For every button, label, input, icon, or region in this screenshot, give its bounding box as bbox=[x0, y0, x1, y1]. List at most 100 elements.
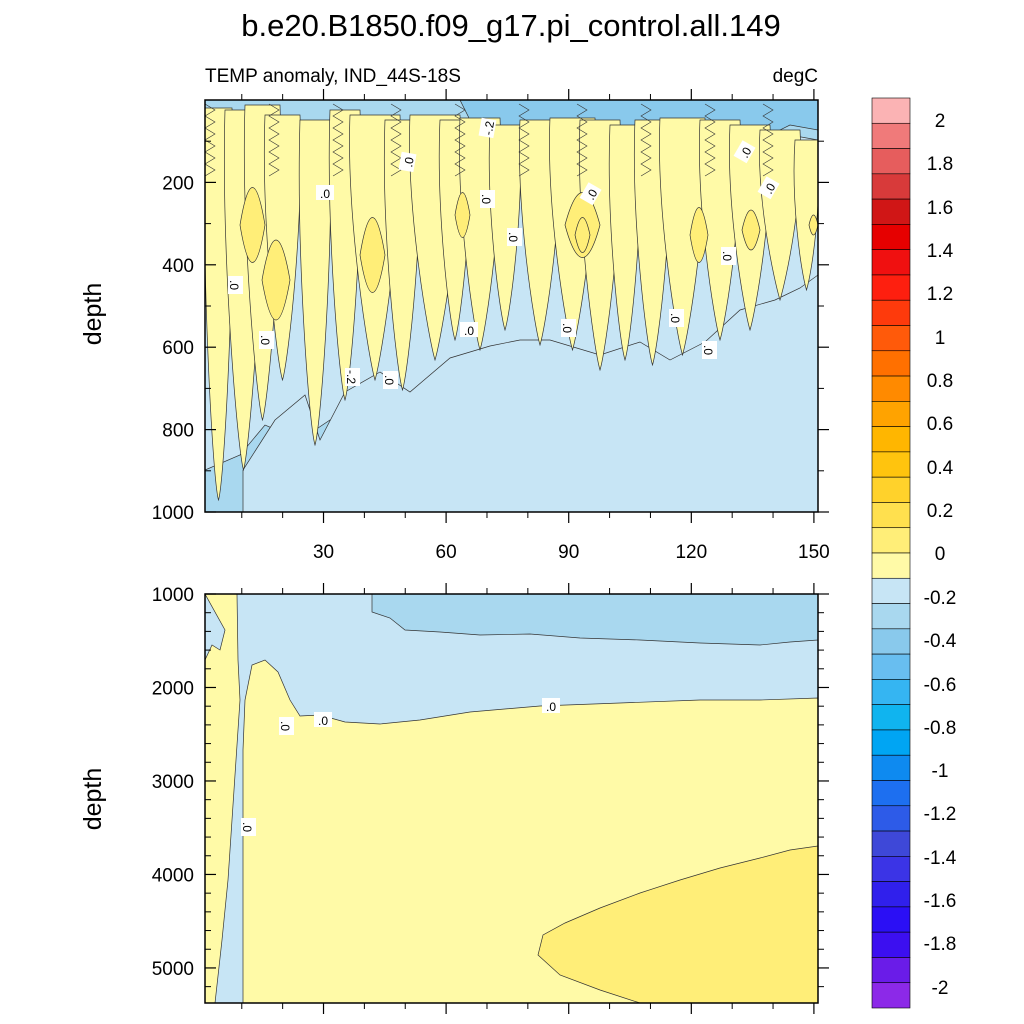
colorbar-swatch bbox=[871, 856, 911, 882]
y-tick-label: 200 bbox=[162, 173, 194, 194]
colorbar-label: 0 bbox=[935, 544, 946, 565]
colorbar-swatch bbox=[871, 249, 911, 276]
contour-label-bg bbox=[480, 190, 495, 208]
contour-label-bg bbox=[316, 185, 334, 200]
colorbar-label: -2 bbox=[932, 978, 949, 999]
contour-label-bg bbox=[383, 371, 398, 389]
y-tick-label: 600 bbox=[162, 338, 194, 359]
contour-line bbox=[268, 103, 280, 177]
contour-label-text: .0 bbox=[227, 280, 241, 290]
contour-label: .0 bbox=[506, 228, 522, 246]
colorbar-swatch bbox=[871, 577, 911, 604]
contour-label-bg bbox=[721, 247, 736, 265]
lower-x-axis bbox=[241, 583, 815, 1014]
lower-frame bbox=[204, 593, 819, 1004]
colorbar: 2 1.8 1.6 1.4 1.2 1 0.8 0.6 0.4 0.2 0 -0.2 -0.4 -0.6 -… bbox=[871, 97, 957, 1009]
colorbar-swatch bbox=[871, 148, 911, 175]
y-tick-label: 5000 bbox=[152, 959, 194, 980]
colorbar-label: -1.4 bbox=[924, 848, 957, 869]
contour-label: .0 bbox=[258, 331, 274, 349]
contour-label: .0 bbox=[668, 309, 684, 327]
upper-x-axis: 30 60 90 120 150 bbox=[241, 89, 830, 563]
upper-panel: -.2.0.0.0.0-.2.0.0.0.0.0.0.0.0.0.0.0.0 2… bbox=[79, 89, 830, 563]
y-tick-label: 4000 bbox=[152, 865, 194, 886]
contour-label-text: -.2 bbox=[481, 120, 497, 137]
contour-label-bg bbox=[345, 368, 360, 386]
colorbar-label: 0.8 bbox=[927, 371, 953, 392]
y-tick-label: 800 bbox=[162, 421, 194, 442]
lower-panel: .0 .0 .0 .0 1000 2000 3000 4000 5000 depth bbox=[79, 583, 829, 1014]
x-tick-label: 60 bbox=[436, 542, 457, 563]
contour-label: .0 bbox=[240, 818, 256, 836]
contour-label-bg bbox=[241, 818, 256, 836]
contour-label-text: -.2 bbox=[344, 370, 358, 384]
lower-y-label: depth bbox=[79, 768, 107, 831]
lower-left-pos-sliver bbox=[205, 594, 241, 1003]
colorbar-swatch bbox=[871, 325, 911, 352]
colorbar-swatch bbox=[871, 754, 911, 781]
colorbar-swatch bbox=[871, 653, 911, 680]
upper-contour-labels: -.2.0.0.0.0-.2.0.0.0.0.0.0.0.0.0.0.0.0 bbox=[227, 117, 780, 389]
contour-label-text: .0 bbox=[240, 822, 254, 832]
contour-line bbox=[390, 103, 402, 177]
colorbar-swatch bbox=[871, 173, 911, 200]
colorbar-labels: 2 1.8 1.6 1.4 1.2 1 0.8 0.6 0.4 0.2 0 -0.2 -0.4 -0.6 -… bbox=[924, 111, 957, 999]
colorbar-label: 1.6 bbox=[927, 198, 953, 219]
colorbar-label: -0.6 bbox=[924, 675, 957, 696]
colorbar-label: -1.2 bbox=[924, 804, 957, 825]
warm-core bbox=[574, 217, 591, 253]
contour-line bbox=[332, 103, 344, 177]
contour-label: .0 bbox=[542, 698, 560, 714]
contour-label: .0 bbox=[316, 185, 334, 201]
colorbar-label: 1.4 bbox=[927, 241, 954, 262]
contour-line bbox=[704, 103, 716, 177]
contour-label-bg bbox=[460, 322, 478, 337]
lower-y-axis: 1000 2000 3000 4000 5000 bbox=[152, 585, 829, 988]
colorbar-swatch bbox=[871, 931, 911, 958]
colorbar-swatch bbox=[871, 476, 911, 503]
contour-label-text: .0 bbox=[320, 187, 330, 201]
contour-label-bg bbox=[669, 309, 684, 327]
x-tick-label: 30 bbox=[313, 542, 334, 563]
contour-label: .0 bbox=[479, 190, 495, 208]
warm-tongue bbox=[298, 119, 332, 447]
contour-label: .0 bbox=[460, 322, 478, 338]
contour-label-bg bbox=[561, 319, 576, 337]
contour-label-text: .0 bbox=[401, 156, 417, 169]
contour-label-text: .0 bbox=[720, 251, 734, 261]
warm-core bbox=[239, 187, 266, 263]
contour-label-text: .0 bbox=[506, 232, 520, 242]
upper-y-label: depth bbox=[79, 283, 107, 346]
warm-core bbox=[741, 209, 761, 251]
contour-label: .0 bbox=[579, 182, 602, 206]
colorbar-swatch bbox=[871, 957, 911, 984]
y-tick-label: 400 bbox=[162, 256, 194, 277]
colorbar-swatch bbox=[871, 97, 911, 124]
y-tick-label: 2000 bbox=[152, 678, 194, 699]
contour-line bbox=[518, 103, 530, 177]
lower-pos02-region bbox=[537, 845, 818, 1003]
units-label: degC bbox=[773, 66, 818, 87]
upper-neg00-region bbox=[205, 274, 818, 512]
x-tick-label: 90 bbox=[558, 542, 579, 563]
colorbar-swatch bbox=[871, 375, 911, 402]
contour-label-bg bbox=[259, 331, 274, 349]
colorbar-label: 0.4 bbox=[927, 458, 954, 479]
colorbar-swatch bbox=[871, 729, 911, 756]
upper-y-axis: 200 400 600 800 1000 bbox=[152, 140, 829, 524]
contour-label-bg bbox=[542, 698, 560, 713]
colorbar-label: 0.2 bbox=[927, 501, 953, 522]
contour-line bbox=[454, 103, 466, 177]
contour-label: -.2 bbox=[344, 368, 360, 386]
contour-label-text: .0 bbox=[278, 721, 292, 731]
warm-core bbox=[689, 207, 709, 263]
contour-label: .0 bbox=[733, 140, 756, 164]
contour-label-bg bbox=[279, 717, 294, 735]
warm-core bbox=[359, 217, 386, 293]
contour-label-bg bbox=[478, 117, 497, 139]
lower-contour-labels: .0 .0 .0 .0 bbox=[240, 698, 560, 836]
y-tick-label: 3000 bbox=[152, 772, 194, 793]
colorbar-label: 0.6 bbox=[927, 414, 953, 435]
warm-core bbox=[808, 214, 818, 236]
